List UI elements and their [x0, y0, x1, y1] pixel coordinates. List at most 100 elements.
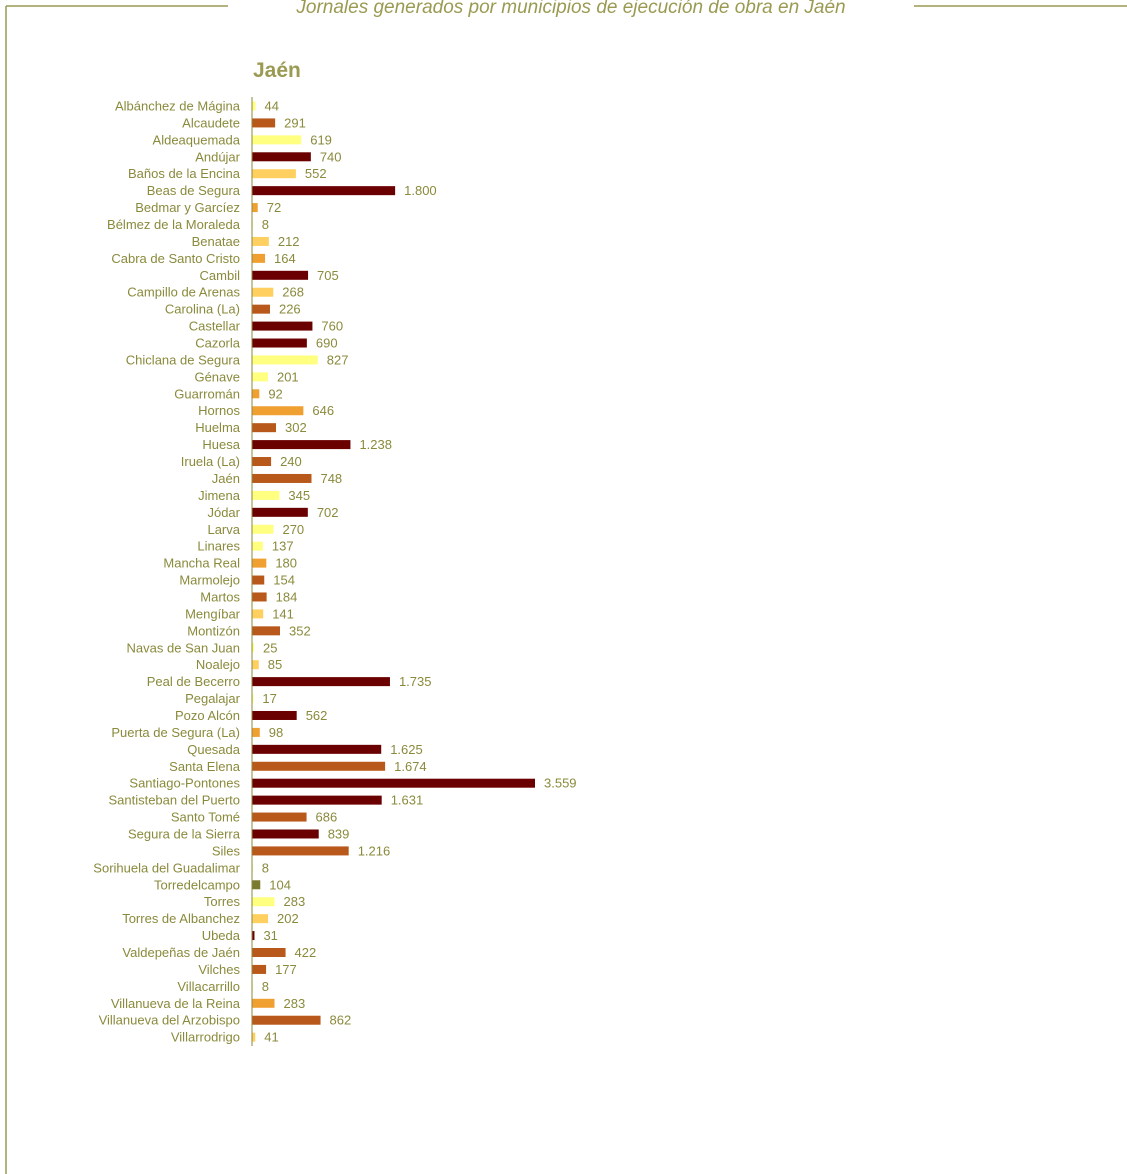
value-label: 202 [277, 911, 299, 926]
value-label: 748 [320, 471, 342, 486]
bar [252, 964, 267, 974]
value-label: 291 [284, 115, 306, 130]
value-label: 201 [277, 369, 299, 384]
bar [252, 897, 275, 907]
category-label: Beas de Segura [147, 183, 241, 198]
bar [252, 507, 308, 517]
bar [252, 1015, 321, 1025]
value-label: 345 [288, 488, 310, 503]
value-label: 646 [312, 403, 334, 418]
bar [252, 558, 267, 568]
category-label: Peal de Becerro [147, 674, 240, 689]
value-label: 422 [295, 945, 317, 960]
value-label: 268 [282, 285, 304, 300]
category-label: Vilches [198, 962, 240, 977]
header-title: Jornales generados por municipios de eje… [295, 0, 845, 18]
category-label: Villanueva de la Reina [111, 996, 241, 1011]
category-label: Mancha Real [163, 556, 240, 571]
category-label: Génave [194, 369, 240, 384]
category-label: Sorihuela del Guadalimar [93, 860, 240, 875]
bar [252, 778, 535, 788]
bar [252, 948, 286, 957]
value-label: 1.631 [391, 793, 424, 808]
bar [252, 372, 268, 382]
category-label: Benatae [192, 234, 240, 249]
value-label: 1.216 [358, 843, 391, 858]
value-label: 1.735 [399, 674, 432, 689]
value-label: 702 [317, 505, 339, 520]
value-label: 141 [272, 606, 294, 621]
category-label: Santisteban del Puerto [108, 793, 240, 808]
value-label: 85 [268, 657, 282, 672]
category-label: Cabra de Santo Cristo [111, 251, 240, 266]
value-label: 212 [278, 234, 300, 249]
category-label: Torredelcampo [154, 877, 240, 892]
category-label: Larva [207, 522, 240, 537]
value-label: 17 [262, 691, 276, 706]
bar [252, 694, 254, 704]
bar [252, 203, 258, 213]
bar [252, 457, 272, 467]
bar [252, 744, 382, 754]
bar [252, 440, 351, 450]
value-label: 72 [267, 200, 281, 215]
value-label: 8 [262, 860, 269, 875]
bar [252, 423, 277, 433]
category-label: Santiago-Pontones [129, 776, 240, 791]
value-label: 3.559 [544, 776, 577, 791]
category-label: Marmolejo [179, 573, 240, 588]
bar [252, 710, 297, 720]
chart-title: Jaén [253, 59, 301, 82]
category-label: Villacarrillo [177, 979, 240, 994]
value-label: 44 [264, 99, 278, 114]
value-label: 283 [284, 894, 306, 909]
category-label: Aldeaquemada [153, 132, 241, 147]
category-label: Andújar [195, 149, 240, 164]
value-label: 1.674 [394, 759, 427, 774]
category-label: Mengíbar [185, 606, 241, 621]
category-label: Castellar [189, 319, 241, 334]
value-label: 862 [330, 1013, 352, 1028]
category-label: Puerta de Segura (La) [111, 725, 240, 740]
bar [252, 287, 274, 297]
bar [252, 575, 265, 585]
bar [252, 135, 302, 145]
category-label: Bedmar y Garcíez [135, 200, 240, 215]
category-label: Villarrodrigo [171, 1030, 240, 1045]
category-label: Villanueva del Arzobispo [99, 1013, 240, 1028]
value-label: 25 [263, 640, 277, 655]
bar [252, 643, 254, 653]
value-label: 619 [310, 132, 332, 147]
value-label: 760 [321, 319, 343, 334]
value-label: 827 [327, 352, 349, 367]
bar [252, 490, 280, 500]
value-label: 180 [275, 556, 297, 571]
bar [252, 1032, 256, 1042]
value-label: 137 [272, 539, 294, 554]
category-label: Cambil [200, 268, 241, 283]
bar [252, 998, 275, 1008]
category-label: Chiclana de Segura [126, 352, 241, 367]
value-label: 705 [317, 268, 339, 283]
category-label: Linares [197, 539, 240, 554]
bar [252, 355, 318, 365]
category-label: Huesa [202, 437, 240, 452]
category-label: Santo Tomé [171, 810, 240, 825]
value-label: 177 [275, 962, 297, 977]
value-label: 92 [268, 386, 282, 401]
value-label: 352 [289, 623, 311, 638]
bar [252, 338, 307, 348]
value-label: 31 [263, 928, 277, 943]
value-label: 164 [274, 251, 296, 266]
bar [252, 270, 309, 280]
bar [252, 304, 270, 314]
value-label: 184 [276, 589, 298, 604]
value-label: 740 [320, 149, 342, 164]
value-label: 8 [262, 979, 269, 994]
category-label: Albánchez de Mágina [115, 99, 241, 114]
category-label: Pegalajar [185, 691, 241, 706]
category-label: Montizón [187, 623, 240, 638]
bar [252, 812, 307, 822]
category-label: Hornos [198, 403, 240, 418]
